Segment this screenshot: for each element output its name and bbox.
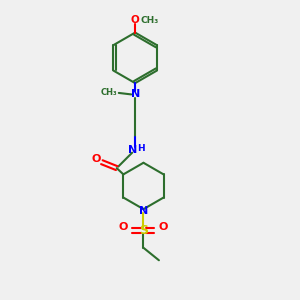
Text: N: N [140,206,149,216]
Text: O: O [119,222,128,232]
Text: CH₃: CH₃ [140,16,158,25]
Text: O: O [131,15,140,25]
Text: N: N [130,89,140,99]
Text: N: N [128,145,138,155]
Text: CH₃: CH₃ [101,88,117,97]
Text: H: H [137,144,145,153]
Text: S: S [139,224,148,237]
Text: O: O [159,222,168,232]
Text: O: O [91,154,101,164]
